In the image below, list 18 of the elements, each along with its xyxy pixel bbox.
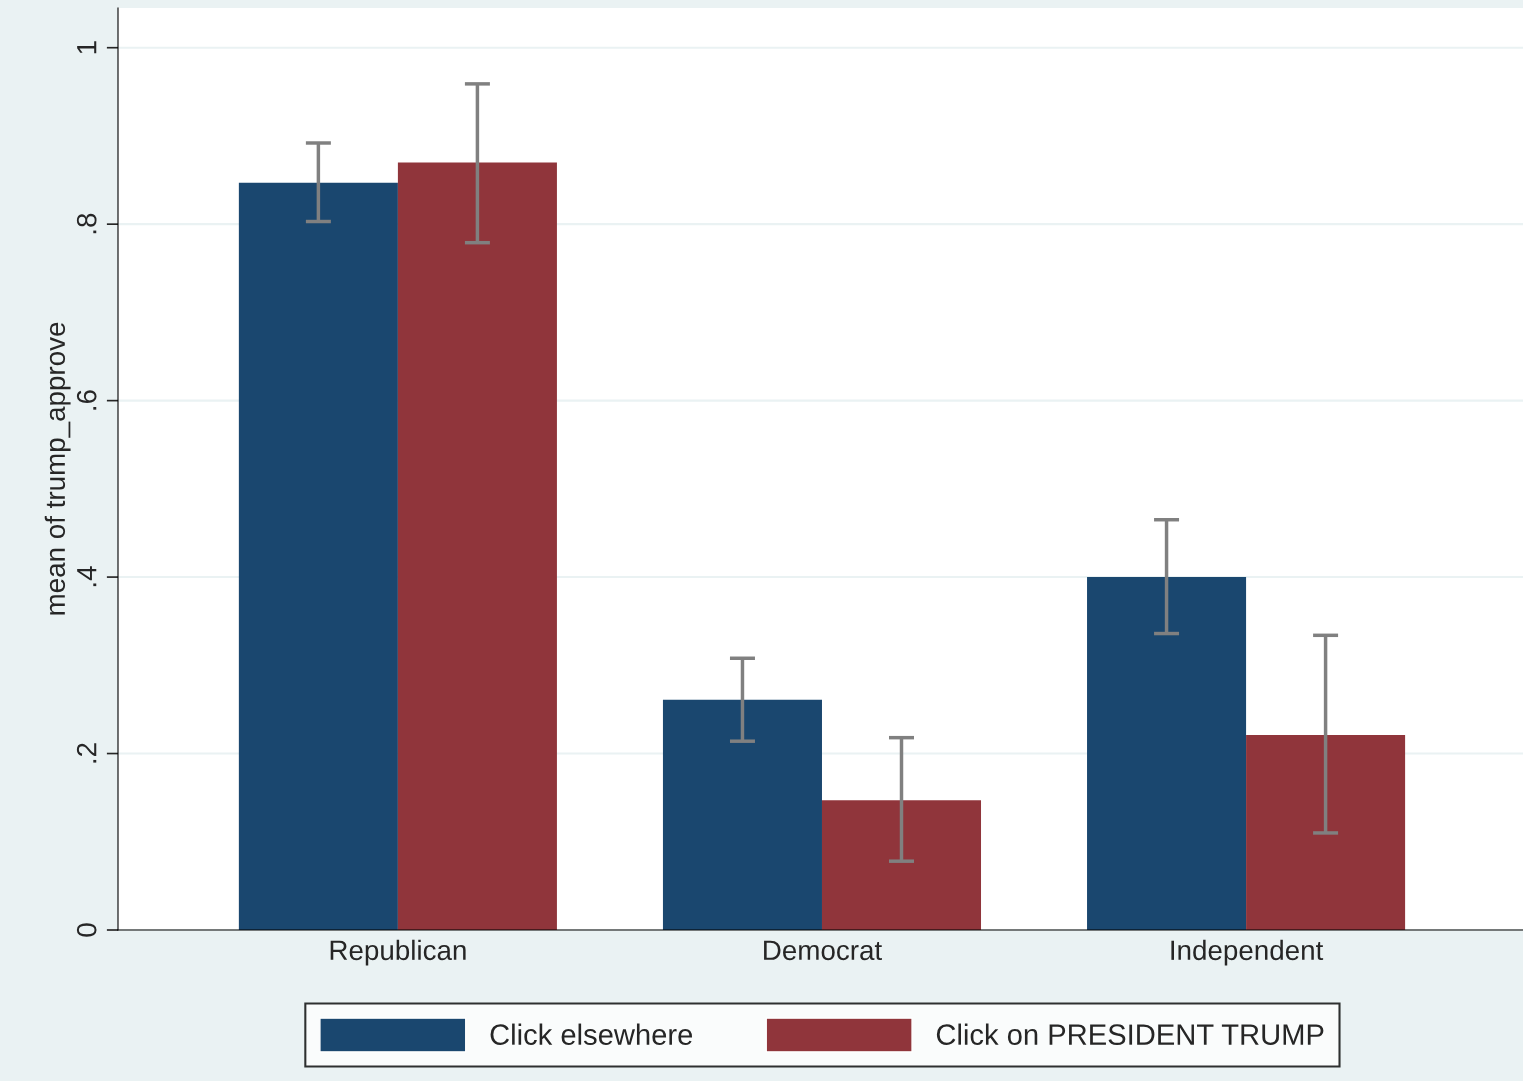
bar bbox=[662, 699, 822, 930]
y-tick-label: 0 bbox=[76, 923, 97, 937]
x-tick-label: Republican bbox=[330, 939, 466, 966]
bar bbox=[1087, 577, 1247, 930]
y-tick-label: .8 bbox=[76, 213, 97, 234]
y-tick-label: .6 bbox=[76, 390, 97, 410]
bar bbox=[1246, 735, 1406, 930]
bar bbox=[238, 182, 398, 930]
y-axis-title: mean of trump_approve bbox=[44, 322, 71, 615]
legend-label: Click elsewhere bbox=[490, 1023, 693, 1045]
y-tick-label: .2 bbox=[76, 743, 97, 763]
legend-label: Click on PRESIDENT TRUMP bbox=[936, 1023, 1324, 1045]
y-tick-label: 1 bbox=[77, 41, 97, 54]
x-tick-label: Independent bbox=[1171, 939, 1324, 966]
bar bbox=[821, 800, 982, 930]
bar bbox=[397, 162, 557, 930]
y-tick-label: .4 bbox=[77, 566, 97, 587]
x-tick-label: Democrat bbox=[764, 940, 882, 961]
